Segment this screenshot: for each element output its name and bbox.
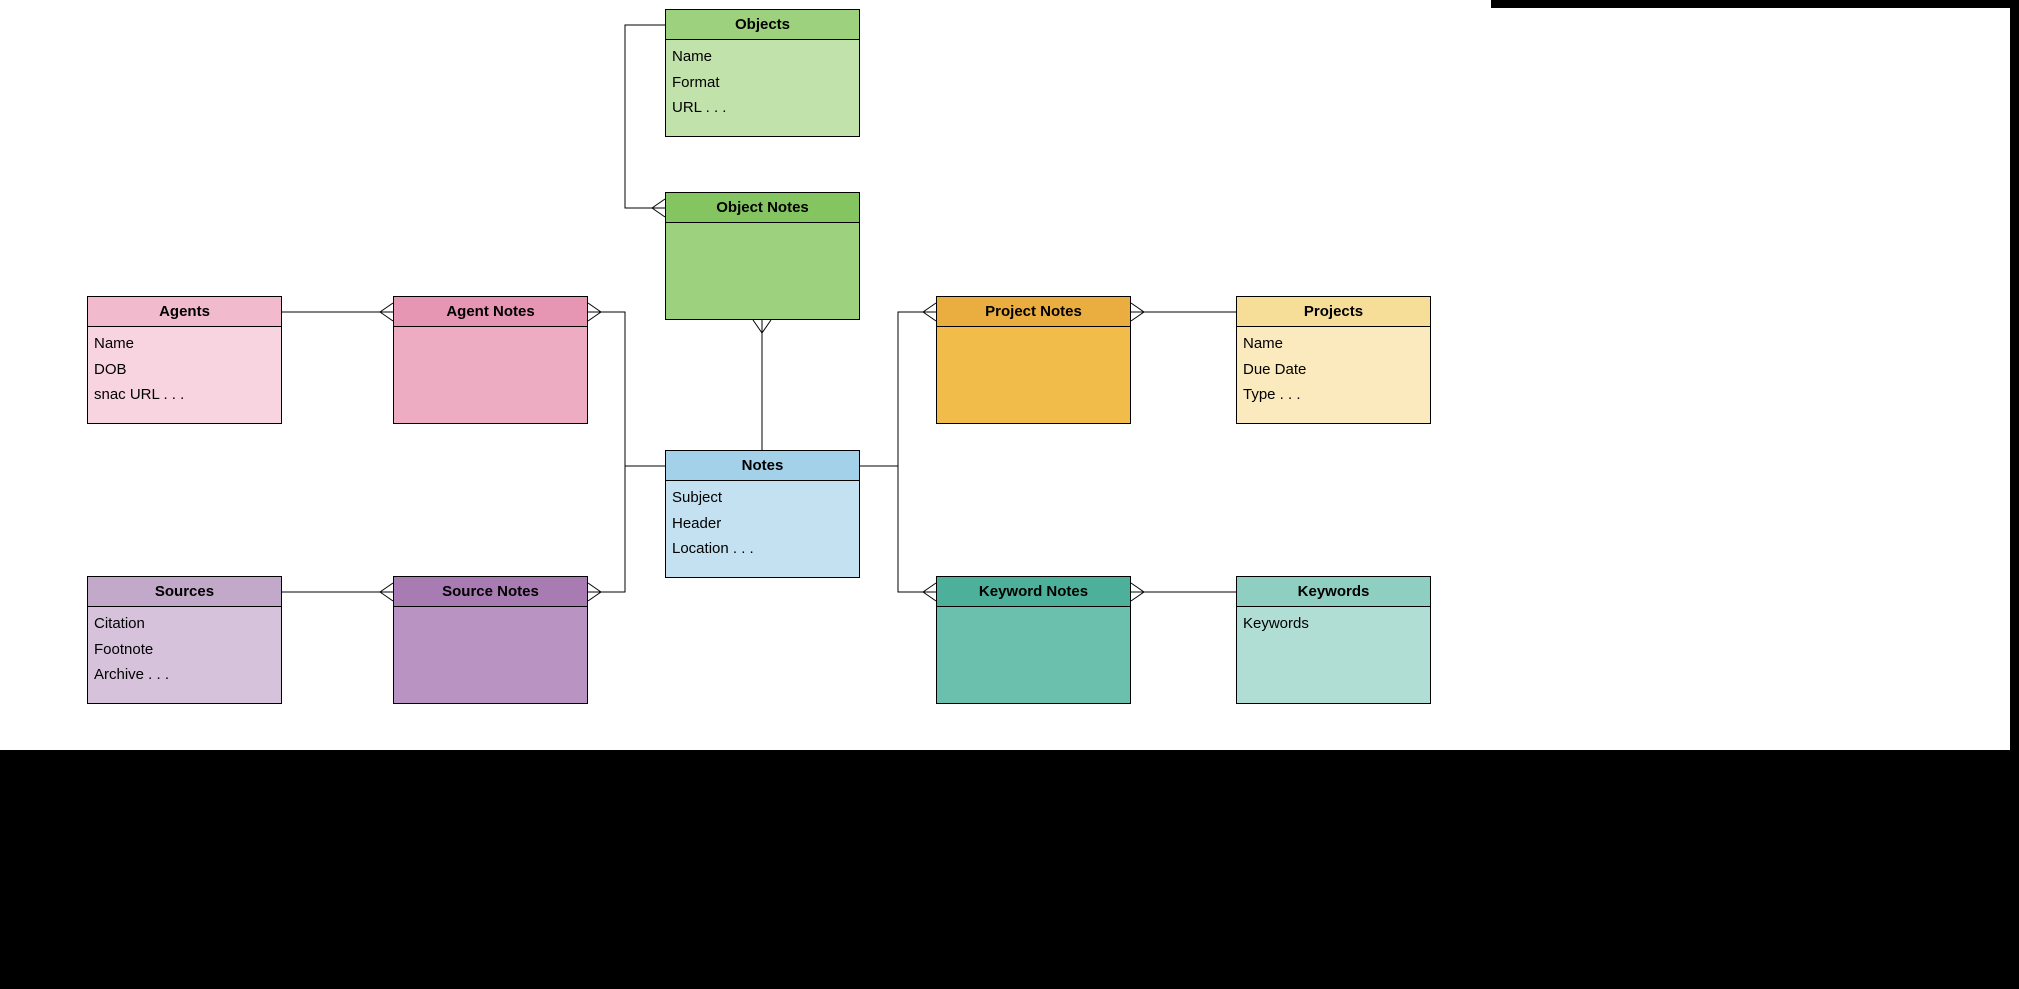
entity-attribute: Archive . . .: [94, 662, 275, 688]
entity-header: Projects: [1237, 297, 1430, 327]
edge: [625, 25, 665, 208]
black-bar: [2010, 0, 2019, 760]
black-bar: [1491, 0, 2019, 8]
entity-attribute: Due Date: [1243, 357, 1424, 383]
entity-attribute: Name: [672, 44, 853, 70]
cardinality-many: [923, 303, 936, 321]
entity-header: Project Notes: [937, 297, 1130, 327]
entity-attribute: Footnote: [94, 637, 275, 663]
entity-body: [937, 327, 1130, 423]
cardinality-many: [1131, 583, 1144, 601]
entity-attribute: URL . . .: [672, 95, 853, 121]
entity-attribute: Format: [672, 70, 853, 96]
entity-source_notes: Source Notes: [393, 576, 588, 704]
entity-header: Notes: [666, 451, 859, 481]
entity-notes: NotesSubjectHeaderLocation . . .: [665, 450, 860, 578]
cardinality-many: [923, 583, 936, 601]
entity-projects: ProjectsNameDue DateType . . .: [1236, 296, 1431, 424]
entity-body: NameDue DateType . . .: [1237, 327, 1430, 423]
entity-body: [666, 223, 859, 319]
entity-header: Agent Notes: [394, 297, 587, 327]
entity-attribute: Location . . .: [672, 536, 853, 562]
entity-attribute: Name: [1243, 331, 1424, 357]
entity-header: Sources: [88, 577, 281, 607]
entity-body: NameFormatURL . . .: [666, 40, 859, 136]
entity-attribute: Header: [672, 511, 853, 537]
entity-objects: ObjectsNameFormatURL . . .: [665, 9, 860, 137]
entity-attribute: Citation: [94, 611, 275, 637]
entity-body: [937, 607, 1130, 703]
entity-body: Keywords: [1237, 607, 1430, 703]
entity-agent_notes: Agent Notes: [393, 296, 588, 424]
cardinality-many: [588, 583, 601, 601]
entity-project_notes: Project Notes: [936, 296, 1131, 424]
entity-attribute: Keywords: [1243, 611, 1424, 637]
cardinality-many: [380, 303, 393, 321]
cardinality-many: [380, 583, 393, 601]
entity-attribute: Name: [94, 331, 275, 357]
entity-header: Object Notes: [666, 193, 859, 223]
entity-body: [394, 607, 587, 703]
entity-body: CitationFootnoteArchive . . .: [88, 607, 281, 703]
entity-body: NameDOBsnac URL . . .: [88, 327, 281, 423]
cardinality-many: [1131, 303, 1144, 321]
er-diagram-canvas: ObjectsNameFormatURL . . .Object NotesAg…: [0, 0, 2019, 989]
entity-header: Agents: [88, 297, 281, 327]
entity-attribute: DOB: [94, 357, 275, 383]
entity-keyword_notes: Keyword Notes: [936, 576, 1131, 704]
entity-object_notes: Object Notes: [665, 192, 860, 320]
entity-body: [394, 327, 587, 423]
entity-keywords: Keywords Keywords: [1236, 576, 1431, 704]
entity-attribute: Type . . .: [1243, 382, 1424, 408]
cardinality-many: [652, 199, 665, 217]
edge: [860, 466, 936, 592]
entity-attribute: snac URL . . .: [94, 382, 275, 408]
black-bar: [0, 750, 2019, 989]
entity-header: Keywords: [1237, 577, 1430, 607]
entity-header: Keyword Notes: [937, 577, 1130, 607]
entity-header: Source Notes: [394, 577, 587, 607]
edge: [860, 312, 936, 466]
entity-agents: AgentsNameDOBsnac URL . . .: [87, 296, 282, 424]
entity-body: SubjectHeaderLocation . . .: [666, 481, 859, 577]
entity-sources: SourcesCitationFootnoteArchive . . .: [87, 576, 282, 704]
edge: [588, 312, 665, 466]
cardinality-many: [753, 320, 771, 333]
entity-attribute: Subject: [672, 485, 853, 511]
entity-header: Objects: [666, 10, 859, 40]
cardinality-many: [588, 303, 601, 321]
edge: [588, 466, 665, 592]
